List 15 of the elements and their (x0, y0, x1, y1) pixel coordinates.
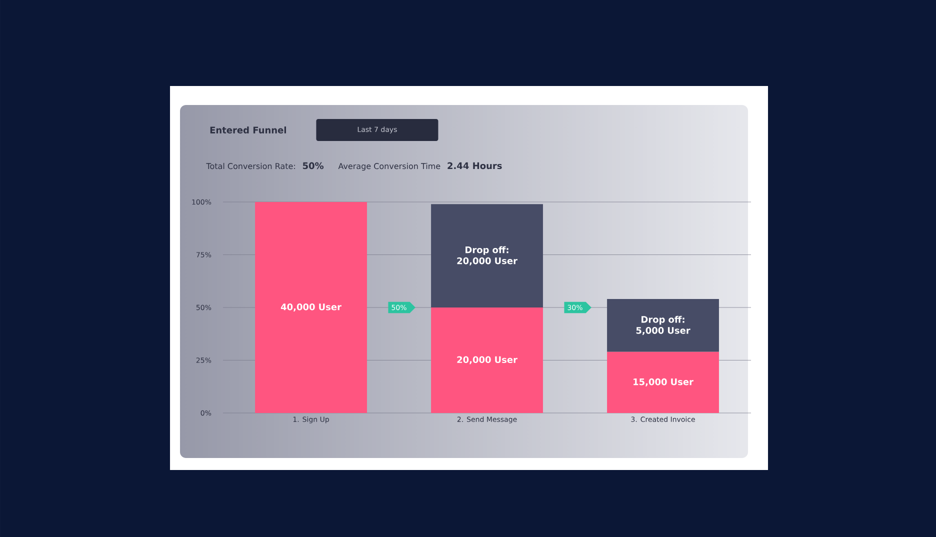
bar (255, 202, 367, 413)
annotation: Drop off: 20,000 User (457, 246, 518, 266)
text: Total Conversion Rate: (206, 162, 295, 170)
bar (431, 204, 543, 308)
annotation: 40,000 User (280, 304, 342, 312)
bar (607, 299, 719, 352)
chart-title: Entered Funnel (210, 126, 286, 134)
annotation: Drop off: 5,000 User (636, 316, 690, 335)
bar (607, 352, 719, 413)
bar (431, 307, 543, 413)
annotation: 20,000 User (457, 356, 518, 364)
annotation: 15,000 User (634, 378, 694, 386)
text: 50% (302, 162, 324, 170)
text: 2.44 Hours (448, 162, 502, 170)
text: Average Conversion Time (338, 162, 440, 171)
